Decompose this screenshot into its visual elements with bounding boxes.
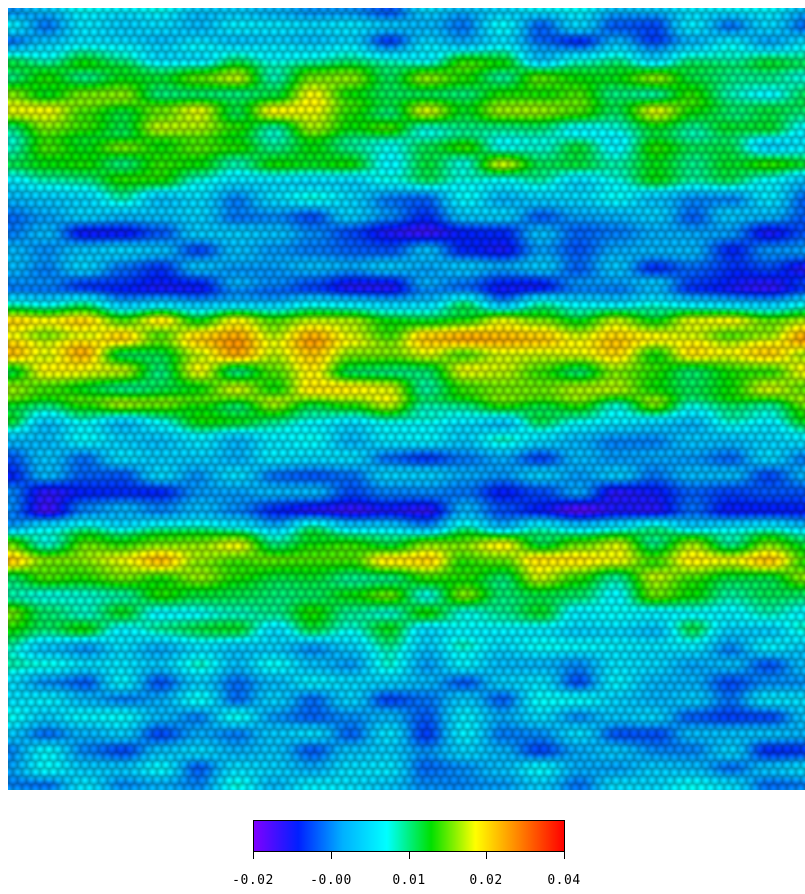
colorbar-tick-label: -0.02	[232, 873, 274, 888]
colorbar-tick-label: 0.01	[392, 873, 426, 888]
colorbar-tick	[253, 851, 254, 859]
strain-map-image	[8, 8, 805, 790]
colorbar	[253, 820, 565, 852]
colorbar-tick-label: 0.02	[469, 873, 503, 888]
colorbar-tick	[564, 851, 565, 859]
colorbar-tick	[486, 851, 487, 859]
colorbar-gradient	[253, 820, 565, 852]
colorbar-tick-label: 0.04	[547, 873, 581, 888]
colorbar-tick	[331, 851, 332, 859]
colorbar-tick	[409, 851, 410, 859]
colorbar-tick-label: -0.00	[310, 873, 352, 888]
